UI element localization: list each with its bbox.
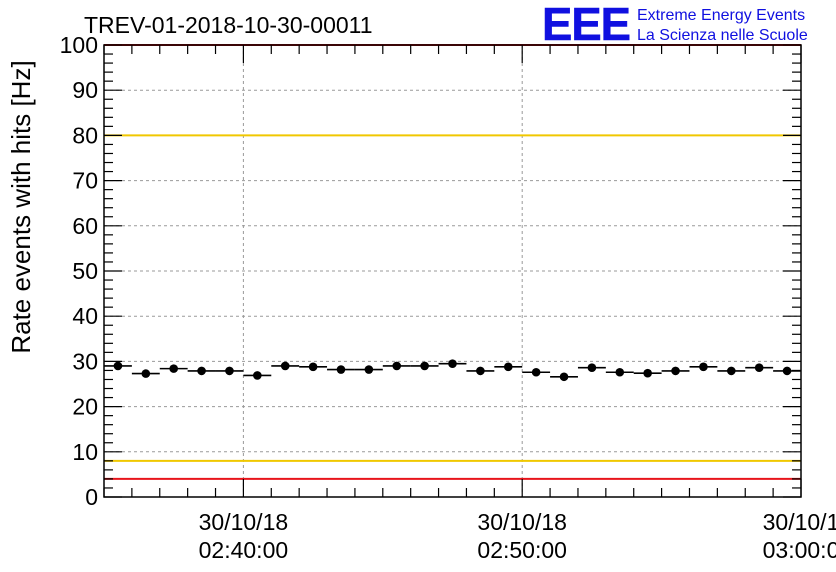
y-tick-label: 90 <box>72 77 98 103</box>
y-tick-label: 50 <box>72 258 98 284</box>
y-tick-label: 100 <box>60 32 98 58</box>
data-point <box>225 366 234 376</box>
x-tick-label-date: 30/10/18 <box>477 509 567 535</box>
y-axis-label: Rate events with hits [Hz] <box>6 60 36 353</box>
data-point <box>699 362 708 372</box>
y-tick-label: 60 <box>72 213 98 239</box>
data-point <box>782 366 792 376</box>
data-point <box>169 364 178 373</box>
reference-lines <box>104 44 801 480</box>
tick-labels: 010203040506070809010030/10/1802:40:0030… <box>60 32 836 563</box>
y-tick-label: 30 <box>72 348 98 374</box>
data-point <box>671 366 680 376</box>
data-point <box>615 367 625 377</box>
data-point <box>280 361 290 371</box>
data-point <box>336 365 346 374</box>
data-point <box>476 366 485 376</box>
y-tick-label: 0 <box>85 484 98 510</box>
data-point <box>559 372 569 382</box>
y-tick-label: 10 <box>72 439 98 465</box>
data-point <box>531 367 541 377</box>
y-tick-label: 80 <box>72 122 98 148</box>
data-point <box>754 363 764 373</box>
x-tick-label-date: 30/10/18 <box>199 509 289 535</box>
data-point <box>503 362 513 372</box>
data-point <box>420 361 429 371</box>
logo-line-1: Extreme Energy Events <box>637 7 805 24</box>
logo-line-2: La Scienza nelle Scuole <box>637 27 808 44</box>
data-point <box>113 361 123 371</box>
eee-logo: EEE Extreme Energy Events La Scienza nel… <box>542 0 808 50</box>
data-point <box>448 359 457 368</box>
y-tick-label: 40 <box>72 303 98 329</box>
data-point <box>197 366 206 376</box>
y-tick-label: 70 <box>72 168 98 194</box>
data-point <box>643 368 652 378</box>
data-point <box>587 363 597 373</box>
x-tick-label-date: 30/10/1 <box>763 509 836 535</box>
chart-title: TREV-01-2018-10-30-00011 <box>84 12 373 38</box>
data-point <box>392 361 402 371</box>
grid-layer <box>104 45 801 497</box>
x-tick-label-time: 03:00:0 <box>763 537 836 563</box>
data-point <box>308 362 318 372</box>
logo-mark: EEE <box>542 0 630 50</box>
data-point <box>253 371 262 380</box>
data-point <box>141 369 151 378</box>
x-tick-label-time: 02:50:00 <box>477 537 567 563</box>
data-point <box>364 365 374 374</box>
y-tick-label: 20 <box>72 394 98 420</box>
x-tick-label-time: 02:40:00 <box>199 537 289 563</box>
data-point <box>727 366 736 376</box>
axes <box>103 44 802 498</box>
data-series <box>104 359 801 382</box>
